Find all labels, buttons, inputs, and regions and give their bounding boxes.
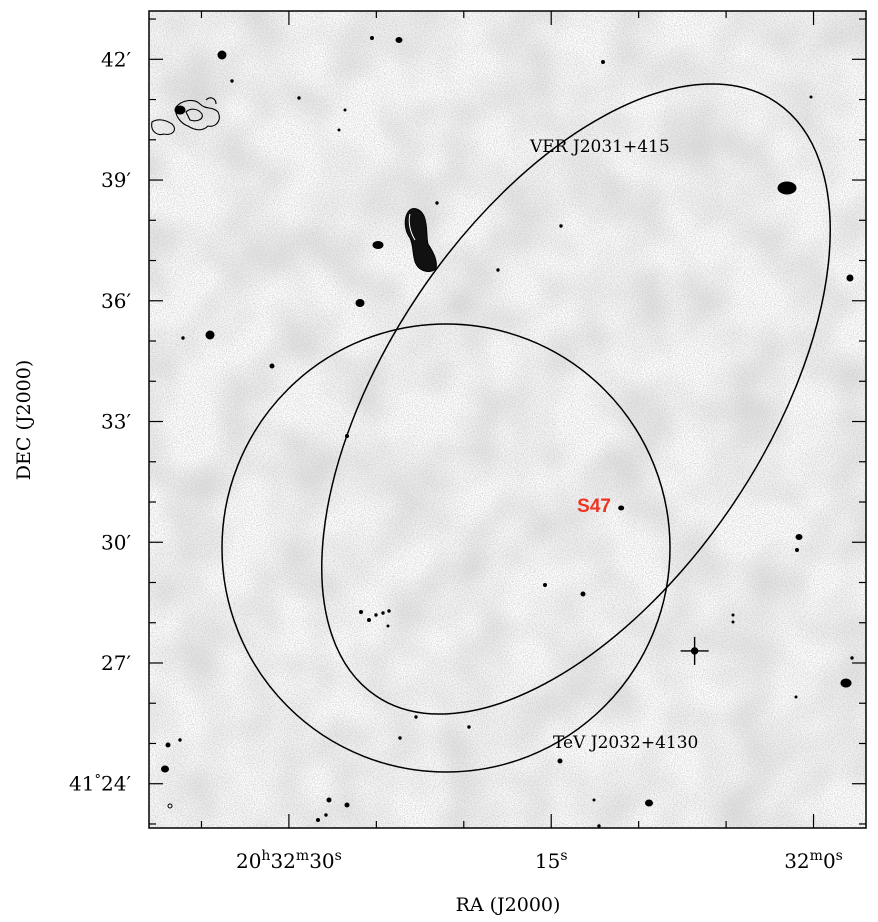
x-tick-label: 20h32m30s	[236, 848, 342, 873]
radio-galaxy-contour	[404, 208, 437, 272]
x-axis-title: RA (J2000)	[456, 894, 561, 916]
x-tick-labels: 20h32m30s15s32m0s45s30s15s	[236, 848, 843, 873]
y-tick-label: 36′	[101, 289, 131, 313]
y-tick-label: 42′	[101, 47, 131, 71]
y-tick-label: 33′	[101, 410, 131, 434]
y-tick-labels: 42′ 39′ 36′ 33′ 30′ 27′ 41°24′	[69, 47, 131, 795]
x-tick-label: 15s	[535, 848, 568, 873]
contour-features	[151, 36, 854, 828]
y-tick-label: 30′	[101, 530, 131, 554]
radio-intensity-map	[149, 11, 866, 828]
regions	[221, 83, 831, 773]
cross-marker	[680, 636, 709, 665]
source-marker-s47	[618, 505, 625, 511]
tev-j2032-ellipse	[221, 323, 671, 773]
source-label-s47: S47	[577, 496, 611, 517]
y-tick-label: 41°24′	[69, 772, 131, 796]
ver-j2031-label: VER J2031+415	[529, 137, 670, 157]
extended-emission-contour	[151, 97, 220, 136]
y-tick-label: 39′	[101, 168, 131, 192]
plot-frame	[148, 10, 867, 829]
axis-ticks	[149, 11, 866, 828]
sources-layer	[618, 505, 625, 511]
y-tick-label: 27′	[101, 651, 131, 675]
tev-j2032-label: TeV J2032+4130	[553, 733, 698, 753]
y-axis-title: DEC (J2000)	[13, 360, 35, 480]
ver-j2031-ellipse	[321, 83, 831, 715]
x-tick-label: 32m0s	[784, 848, 843, 873]
